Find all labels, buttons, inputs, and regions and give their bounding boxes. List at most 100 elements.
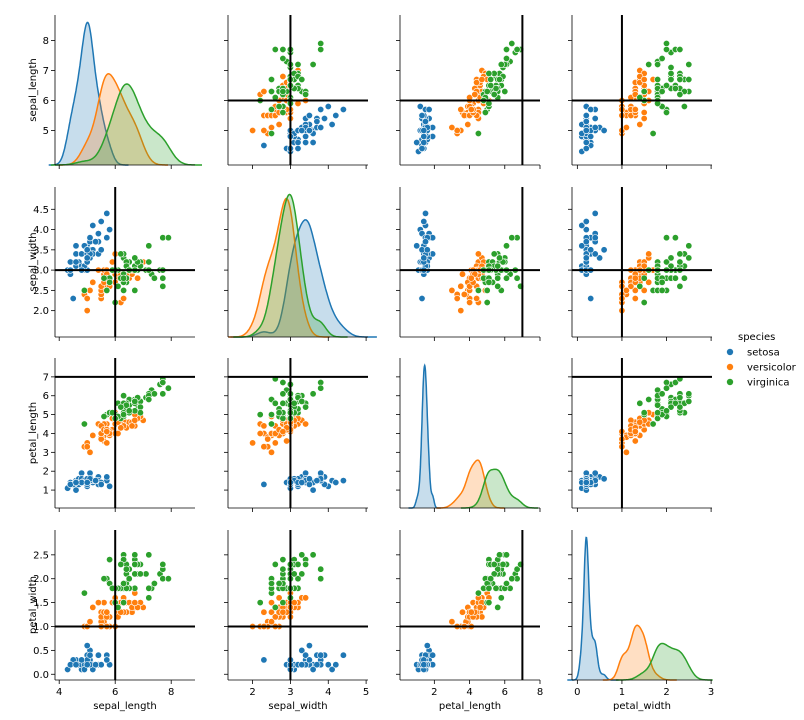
point-versicolor-49 [467, 106, 475, 114]
point-setosa-22 [413, 139, 421, 147]
point-versicolor-49 [103, 608, 111, 616]
point-virginica-25 [294, 60, 302, 68]
subplot-petal_length-vs-sepal_width [224, 358, 368, 512]
point-versicolor-48 [86, 618, 94, 626]
point-setosa-43 [305, 642, 313, 650]
point-versicolor-9 [89, 278, 97, 286]
point-virginica-47 [662, 82, 670, 90]
kde-line-setosa [48, 21, 129, 166]
x-tick-label: 2 [431, 687, 437, 698]
point-setosa-31 [94, 651, 102, 659]
point-versicolor-47 [117, 424, 125, 432]
point-versicolor-49 [467, 274, 475, 282]
point-versicolor-14 [458, 608, 466, 616]
point-versicolor-10 [457, 307, 465, 315]
point-setosa-44 [591, 124, 599, 132]
x-axis-label-petal_width: petal_width [613, 701, 671, 712]
y-tick-label: 3.0 [33, 266, 49, 277]
point-virginica-44 [495, 76, 503, 84]
point-versicolor-42 [271, 613, 279, 621]
point-virginica-13 [267, 106, 275, 114]
point-virginica-44 [298, 551, 306, 559]
point-virginica-33 [279, 599, 287, 607]
point-versicolor-49 [279, 428, 287, 436]
point-setosa-47 [420, 139, 428, 147]
y-tick-label: 4.5 [33, 205, 49, 216]
point-virginica-30 [502, 274, 510, 282]
point-virginica-44 [495, 551, 503, 559]
point-setosa-41 [587, 294, 595, 302]
point-virginica-33 [640, 88, 648, 96]
point-setosa-40 [587, 246, 595, 254]
point-versicolor-41 [636, 418, 644, 426]
point-virginica-32 [671, 274, 679, 282]
point-versicolor-39 [267, 608, 275, 616]
point-setosa-44 [591, 234, 599, 242]
point-setosa-43 [305, 475, 313, 483]
point-setosa-44 [317, 651, 325, 659]
y-tick-label: 4.0 [33, 225, 49, 236]
point-virginica-32 [122, 565, 130, 573]
y-tick-label: 2.0 [33, 574, 49, 585]
x-tick-label: 3 [708, 687, 714, 698]
y-tick-label: 2.5 [33, 550, 49, 561]
x-tick-label: 8 [168, 687, 174, 698]
point-versicolor-36 [640, 76, 648, 84]
point-setosa-49 [582, 127, 590, 135]
x-axis-label-sepal_length: sepal_length [93, 701, 157, 712]
point-versicolor-49 [103, 428, 111, 436]
point-versicolor-10 [83, 307, 91, 315]
point-setosa-45 [587, 133, 595, 141]
point-virginica-24 [667, 254, 675, 262]
point-virginica-14 [680, 103, 688, 111]
kde-line-versicolor [602, 624, 677, 681]
kde-line-versicolor [228, 197, 330, 338]
kde-line-versicolor [59, 73, 168, 166]
point-versicolor-9 [636, 121, 644, 129]
point-virginica-30 [502, 54, 510, 62]
point-setosa-36 [418, 112, 426, 120]
point-virginica-31 [508, 39, 516, 47]
point-setosa-47 [582, 139, 590, 147]
point-setosa-24 [302, 133, 310, 141]
point-virginica-25 [145, 584, 153, 592]
point-virginica-31 [662, 39, 670, 47]
point-setosa-48 [421, 118, 429, 126]
x-tick-label: 2 [663, 687, 669, 698]
point-virginica-34 [271, 399, 279, 407]
point-setosa-18 [587, 106, 595, 114]
x-tick-label: 4 [56, 687, 62, 698]
point-setosa-31 [591, 115, 599, 123]
y-tick-label: 0.5 [33, 646, 49, 657]
point-virginica-48 [676, 403, 684, 411]
y-tick-label: 7 [43, 372, 49, 383]
point-virginica-30 [658, 390, 666, 398]
point-setosa-15 [339, 477, 347, 485]
point-versicolor-48 [267, 448, 275, 456]
point-versicolor-48 [267, 124, 275, 132]
point-versicolor-14 [631, 437, 639, 445]
y-tick-label: 3 [43, 448, 49, 459]
point-virginica-14 [680, 274, 688, 282]
subplot-petal_length-vs-petal_width [568, 358, 712, 512]
point-virginica-9 [309, 60, 317, 68]
point-versicolor-29 [457, 106, 465, 114]
point-virginica-37 [654, 401, 662, 409]
point-virginica-39 [667, 70, 675, 78]
point-versicolor-29 [271, 439, 279, 447]
point-versicolor-35 [474, 250, 482, 258]
point-virginica-9 [685, 242, 693, 250]
point-virginica-17 [671, 234, 679, 242]
point-setosa-49 [298, 661, 306, 669]
kde-fill-setosa [408, 365, 441, 508]
point-virginica-22 [513, 45, 521, 53]
subplot-petal_length-vs-sepal_length: 1 2 3 4 5 6 7 petal_length [28, 358, 195, 512]
point-virginica-19 [256, 599, 264, 607]
point-setosa-32 [328, 121, 336, 129]
point-versicolor-25 [473, 79, 481, 87]
point-setosa-31 [591, 250, 599, 258]
point-virginica-46 [120, 579, 128, 587]
point-versicolor-37 [260, 608, 268, 616]
kde-line-virginica [615, 642, 713, 681]
point-setosa-49 [298, 127, 306, 135]
